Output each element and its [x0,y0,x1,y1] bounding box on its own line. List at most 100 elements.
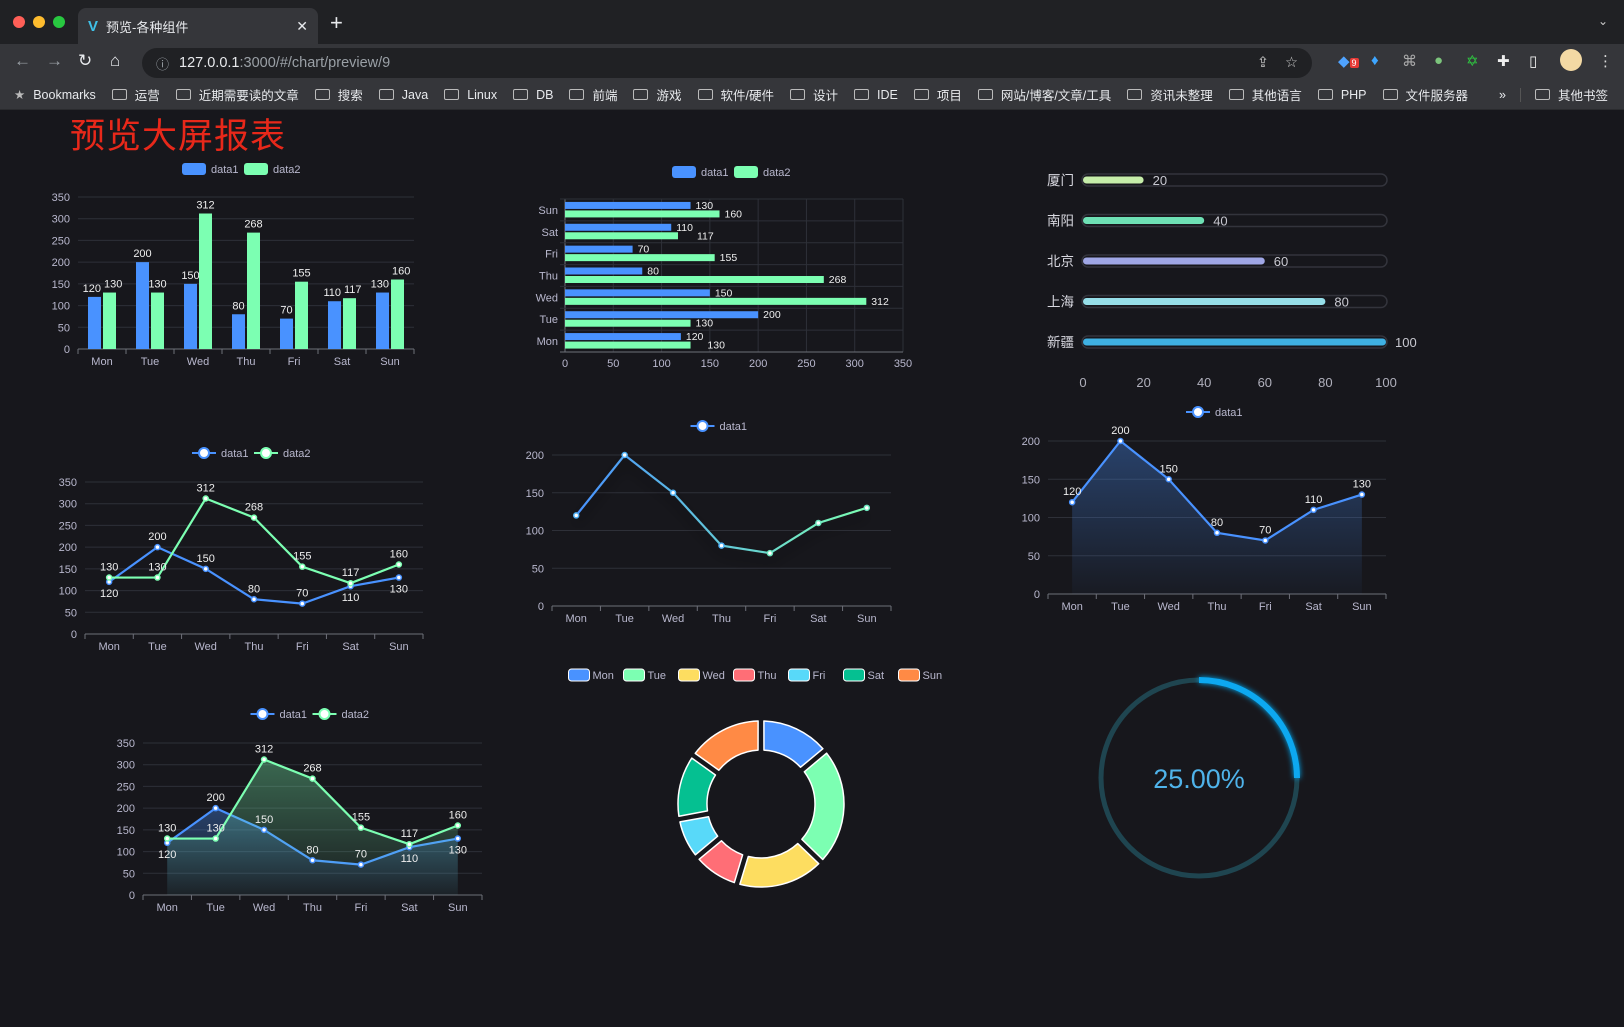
bar-data1[interactable] [565,201,691,209]
legend-item-Fri[interactable]: Fri [788,668,826,682]
legend-item-data1[interactable]: data1 [250,708,308,721]
bar-data1[interactable] [88,296,101,349]
side-panel-icon[interactable]: ▯ [1529,53,1538,70]
bar-data2[interactable] [565,210,720,218]
donut-slice-Tue[interactable] [801,752,845,861]
donut-slice-Sat[interactable] [677,757,717,817]
back-arrow-icon[interactable]: ← [14,51,31,70]
bookmark-folder[interactable]: 网站/博客/文章/工具 [977,85,1111,104]
bookmark-folder[interactable]: 设计 [789,85,838,104]
forward-arrow-icon[interactable]: → [46,51,63,70]
bar-data1[interactable] [184,283,197,349]
site-info-icon[interactable]: ⓘ [156,56,170,72]
legend-item-Tue[interactable]: Tue [623,668,667,682]
donut-slice-Wed[interactable] [739,842,820,888]
close-window-button[interactable] [13,16,25,28]
bookmark-folder[interactable]: 近期需要读的文章 [175,85,299,104]
menu-kebab-icon[interactable]: ⋮ [1598,53,1613,70]
bar-data2[interactable] [151,292,164,349]
bar-data2[interactable] [391,279,404,349]
donut-slice-Mon[interactable] [763,720,824,768]
bar-data1[interactable] [565,289,710,297]
more-bookmarks-button[interactable]: » [1499,87,1521,102]
donut-slice-Thu[interactable] [698,840,744,884]
home-icon[interactable]: ⌂ [110,51,121,70]
green-dot-extension-icon[interactable]: ● [1434,52,1444,69]
progress-bar-新疆[interactable] [1083,338,1386,346]
bookmark-star-icon[interactable]: ☆ [1285,55,1298,71]
legend-item-data1[interactable]: data1 [1186,406,1243,419]
new-tab-button[interactable]: + [330,10,343,35]
bar-data2[interactable] [565,232,678,240]
star-extension-icon[interactable]: ✡ [1466,53,1479,70]
profile-avatar[interactable] [1560,49,1582,71]
bar-data1[interactable] [328,301,341,349]
bookmarks-star-item[interactable]: ★ Bookmarks [14,87,96,103]
address-bar[interactable]: ⓘ 127.0.0.1 :3000/#/chart/preview/9 ⇪ ☆ [142,48,1312,78]
bar-data1[interactable] [280,318,293,349]
bar-data2[interactable] [565,319,691,327]
legend-item-Sun[interactable]: Sun [898,668,943,682]
legend-item-Mon[interactable]: Mon [568,668,614,682]
progress-bar-上海[interactable] [1083,298,1326,305]
legend-item-data2[interactable]: data2 [254,447,311,460]
bar-data2[interactable] [199,213,212,349]
bar-data1[interactable] [565,333,681,341]
legend-item-data1[interactable]: data1 [690,420,748,433]
bookmark-folder[interactable]: 运营 [111,85,160,104]
bookmark-folder[interactable]: Java [378,88,428,102]
share-icon[interactable]: ⇪ [1256,55,1269,71]
progress-bar-厦门[interactable] [1083,176,1144,184]
bar-data1[interactable] [232,314,245,349]
other-bookmarks-folder[interactable]: 其他书签 [1534,85,1608,104]
legend-item-Wed[interactable]: Wed [678,668,725,682]
bookmark-folder[interactable]: 项目 [913,85,962,104]
bookmark-folder[interactable]: 软件/硬件 [697,85,774,104]
tab-close-icon[interactable]: ✕ [296,17,308,34]
bar-data2[interactable] [565,341,691,349]
legend-item-data2[interactable]: data2 [244,163,301,176]
bookmark-folder[interactable]: 搜索 [314,85,363,104]
bookmark-folder[interactable]: PHP [1317,88,1367,102]
bookmark-folder[interactable]: 其他语言 [1228,85,1302,104]
legend-item-data2[interactable]: data2 [734,166,791,179]
bookmark-folder[interactable]: 文件服务器 [1382,85,1468,104]
legend-item-data2[interactable]: data2 [312,708,370,721]
extension-icon[interactable]: ◆ 9 [1338,53,1359,70]
legend-item-data1[interactable]: data1 [192,447,249,460]
bar-data1[interactable] [565,267,643,275]
bar-data2[interactable] [103,292,116,349]
bar-data2[interactable] [565,254,715,262]
bar-data1[interactable] [565,311,759,319]
bookmark-folder[interactable]: 资讯未整理 [1127,85,1213,104]
legend-item-Thu[interactable]: Thu [733,668,777,682]
puzzle-extensions-icon[interactable]: ✚ [1497,53,1510,70]
minimize-window-button[interactable] [33,16,45,28]
bar-data1[interactable] [376,292,389,349]
legend-item-data1[interactable]: data1 [672,166,729,179]
donut-slice-Sun[interactable] [694,720,759,771]
browser-tab[interactable]: V 预览-各种组件 ✕ [78,8,318,44]
bookmark-folder[interactable]: DB [513,88,553,102]
bar-data1[interactable] [565,223,672,231]
bookmark-folder[interactable]: 前端 [569,85,617,104]
donut-slice-Fri[interactable] [679,815,719,856]
maximize-window-button[interactable] [53,16,65,28]
bar-data1[interactable] [136,262,149,349]
bar-data2[interactable] [343,298,356,349]
bar-data1[interactable] [565,245,633,253]
progress-bar-北京[interactable] [1083,257,1265,265]
bookmark-folder[interactable]: IDE [854,88,898,102]
legend-item-data1[interactable]: data1 [182,163,239,176]
bookmark-folder[interactable]: Linux [444,88,497,102]
bar-data2[interactable] [565,276,824,283]
bar-data2[interactable] [295,281,308,349]
gem-extension-icon[interactable]: ♦ [1371,52,1379,69]
reload-icon[interactable]: ↻ [78,51,93,70]
tab-search-chevron-icon[interactable]: ⌄ [1597,14,1608,28]
bookmark-folder[interactable]: 游戏 [633,85,682,104]
bar-data2[interactable] [247,232,260,349]
command-extension-icon[interactable]: ⌘ [1402,53,1417,70]
legend-item-Sat[interactable]: Sat [843,668,885,682]
progress-bar-南阳[interactable] [1083,217,1205,224]
